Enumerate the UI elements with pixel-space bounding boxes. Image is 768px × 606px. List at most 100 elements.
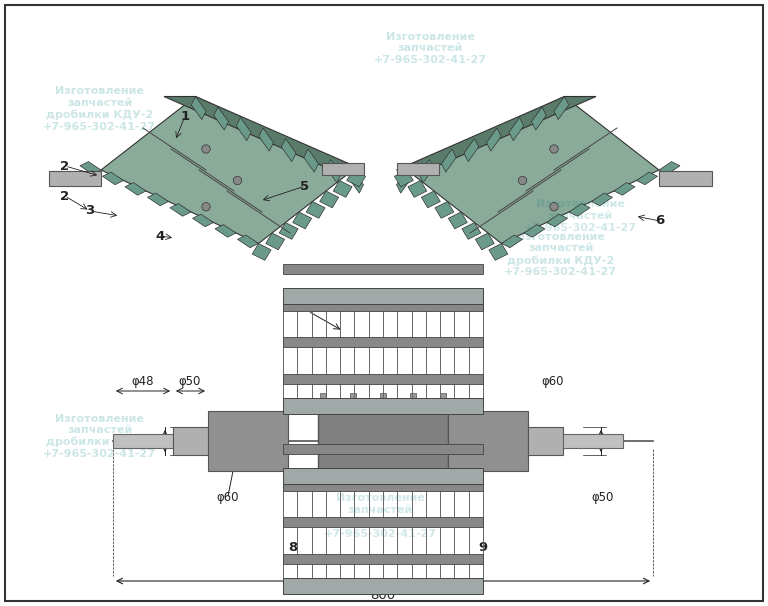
- Polygon shape: [193, 214, 214, 227]
- Bar: [440, 393, 446, 489]
- Bar: [283, 288, 483, 304]
- Polygon shape: [591, 193, 613, 205]
- Polygon shape: [462, 222, 481, 239]
- Polygon shape: [486, 128, 502, 151]
- Text: φ60: φ60: [217, 491, 240, 504]
- Polygon shape: [326, 159, 341, 182]
- Polygon shape: [80, 162, 101, 174]
- Bar: [283, 578, 483, 594]
- Bar: [448, 411, 528, 471]
- Text: Изготовление
запчастей
+7-965-302-41-27: Изготовление запчастей +7-965-302-41-27: [373, 32, 487, 65]
- Bar: [563, 434, 623, 448]
- Polygon shape: [306, 202, 325, 218]
- Bar: [283, 481, 483, 491]
- Text: Изготовление
запчастей
дробилки КДУ-2
+7-965-302-41-27: Изготовление запчастей дробилки КДУ-2 +7…: [43, 414, 157, 459]
- Text: 4: 4: [155, 230, 164, 242]
- Polygon shape: [419, 159, 434, 182]
- Text: 14: 14: [149, 433, 162, 448]
- Polygon shape: [237, 118, 251, 141]
- Bar: [283, 264, 483, 274]
- Polygon shape: [215, 225, 236, 237]
- Polygon shape: [333, 181, 352, 198]
- Polygon shape: [101, 96, 353, 244]
- Bar: [283, 444, 483, 454]
- Bar: [410, 393, 416, 489]
- Polygon shape: [475, 233, 495, 250]
- Bar: [283, 518, 483, 527]
- Polygon shape: [659, 162, 680, 174]
- Polygon shape: [170, 204, 191, 216]
- Bar: [318, 403, 448, 479]
- Bar: [208, 411, 288, 471]
- Text: 8: 8: [288, 541, 298, 554]
- Bar: [48, 171, 101, 186]
- Bar: [320, 393, 326, 489]
- Polygon shape: [349, 170, 363, 193]
- Bar: [350, 393, 356, 489]
- Bar: [283, 398, 483, 414]
- Bar: [283, 374, 483, 384]
- Polygon shape: [547, 214, 568, 227]
- Polygon shape: [346, 170, 366, 187]
- Bar: [380, 393, 386, 489]
- Polygon shape: [396, 96, 596, 170]
- Polygon shape: [569, 204, 590, 216]
- Polygon shape: [407, 96, 659, 244]
- Polygon shape: [147, 193, 168, 205]
- Polygon shape: [125, 182, 146, 195]
- Polygon shape: [502, 235, 522, 248]
- Text: 800: 800: [370, 589, 396, 602]
- Circle shape: [518, 176, 527, 185]
- Bar: [659, 171, 711, 186]
- Polygon shape: [164, 96, 363, 170]
- Text: φ48: φ48: [132, 375, 154, 388]
- Polygon shape: [422, 191, 440, 208]
- Bar: [173, 427, 208, 455]
- Bar: [283, 468, 483, 484]
- Text: 5: 5: [300, 179, 310, 193]
- Polygon shape: [442, 149, 456, 172]
- Polygon shape: [237, 235, 259, 248]
- Text: 2: 2: [61, 190, 70, 202]
- Polygon shape: [395, 170, 413, 187]
- Polygon shape: [408, 181, 427, 198]
- Polygon shape: [449, 212, 467, 229]
- Polygon shape: [304, 149, 319, 172]
- Polygon shape: [252, 244, 271, 261]
- Polygon shape: [293, 212, 312, 229]
- Polygon shape: [102, 172, 124, 185]
- Polygon shape: [637, 172, 657, 185]
- Text: Изготовление
запчастей
дробилки КДУ-2
+7-965-302-41-27: Изготовление запчастей дробилки КДУ-2 +7…: [323, 493, 436, 539]
- Bar: [283, 554, 483, 564]
- Polygon shape: [489, 244, 508, 261]
- Text: 7: 7: [299, 296, 307, 309]
- Text: 1: 1: [180, 110, 190, 122]
- Text: Изготовление
запчастей
дробилки КДУ-2
+7-965-302-41-27: Изготовление запчастей дробилки КДУ-2 +7…: [43, 87, 157, 132]
- Bar: [283, 338, 483, 347]
- Text: φ50: φ50: [179, 375, 201, 388]
- Circle shape: [202, 145, 210, 153]
- Circle shape: [550, 202, 558, 211]
- Polygon shape: [280, 222, 298, 239]
- Bar: [322, 162, 363, 175]
- Polygon shape: [464, 139, 478, 162]
- Polygon shape: [259, 128, 273, 151]
- Polygon shape: [435, 202, 454, 218]
- Polygon shape: [266, 233, 285, 250]
- Polygon shape: [214, 107, 229, 130]
- Text: Изготовление
запчастей
+7-965-302-41-27: Изготовление запчастей +7-965-302-41-27: [524, 199, 637, 233]
- Polygon shape: [509, 118, 524, 141]
- Text: φ50: φ50: [592, 491, 614, 504]
- Text: 14: 14: [585, 433, 598, 448]
- Text: 3: 3: [85, 204, 94, 218]
- Text: 6: 6: [655, 215, 664, 227]
- Circle shape: [550, 145, 558, 153]
- Text: φ60: φ60: [541, 375, 564, 388]
- Bar: [113, 434, 173, 448]
- Polygon shape: [319, 191, 339, 208]
- Polygon shape: [614, 182, 635, 195]
- Bar: [396, 162, 439, 175]
- Text: 9: 9: [478, 541, 488, 554]
- Polygon shape: [554, 96, 568, 119]
- Polygon shape: [281, 139, 296, 162]
